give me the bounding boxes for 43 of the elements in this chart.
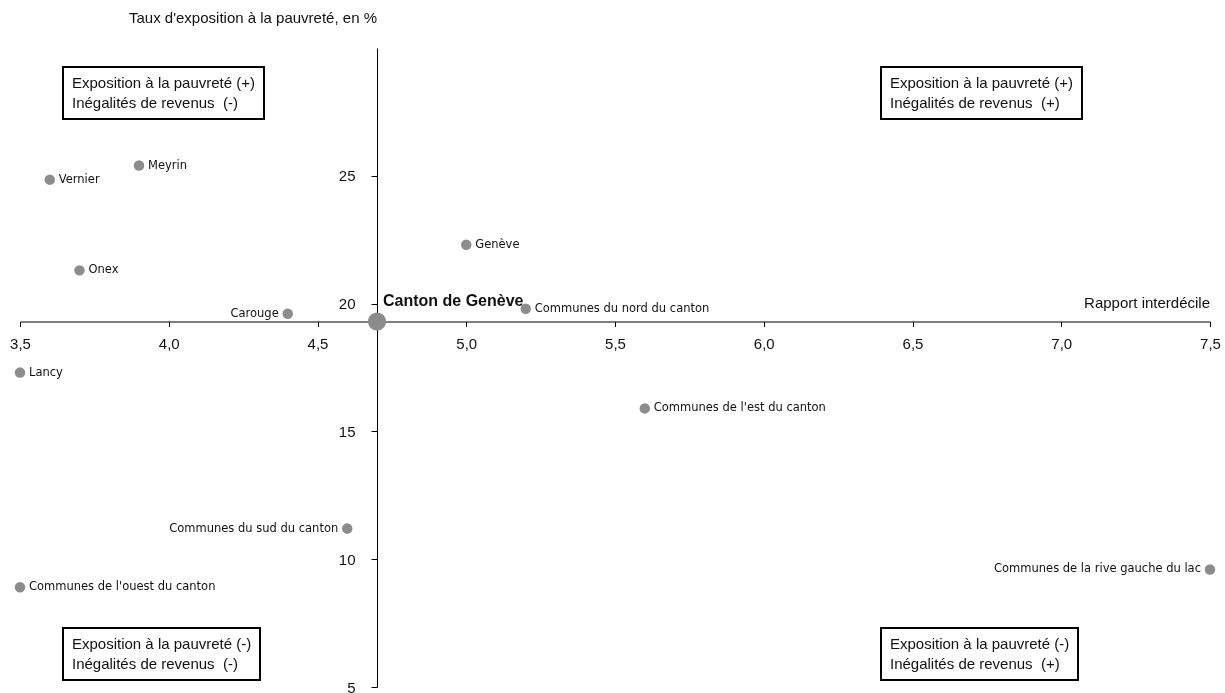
point — [44, 174, 55, 185]
y-tick-label: 15 — [338, 422, 356, 440]
x-tick-label: 7,5 — [1200, 334, 1221, 352]
x-tick-label: 5,0 — [456, 334, 478, 352]
x-tick-label: 6,0 — [753, 334, 775, 352]
x-tick-label: 4,5 — [307, 334, 329, 352]
annotation: Communes de l'est du canton — [653, 400, 826, 415]
point — [133, 160, 145, 171]
x-tick-label: 6,5 — [902, 334, 924, 352]
y-tick-label: 20 — [338, 295, 356, 313]
x-tick-label: 7,0 — [1051, 334, 1073, 352]
point — [461, 239, 472, 251]
series-label: Canton de Genève — [383, 292, 524, 310]
point — [367, 312, 387, 331]
quadrant-box: Exposition à la pauvreté (-) Inégalités de revenus (-) — [62, 627, 262, 681]
y-axis-title: Taux d'exposition à la pauvreté, en % — [128, 9, 377, 26]
point — [342, 523, 353, 534]
annotation: Carouge — [230, 305, 279, 320]
annotation: Communes du nord du canton — [534, 300, 710, 315]
x-tick-label: 4,0 — [158, 334, 180, 352]
quadrant-box: Exposition à la pauvreté (+) Inégalités de revenus (+) — [880, 66, 1084, 120]
annotation: Communes de la rive gauche du lac — [994, 561, 1201, 576]
point — [14, 582, 26, 593]
quadrant-box: Exposition à la pauvreté (-) Inégalités de revenus (+) — [880, 627, 1080, 681]
point — [282, 308, 293, 320]
annotation: Communes du sud du canton — [169, 520, 339, 535]
annotation: Genève — [475, 236, 520, 251]
quadrant-box: Exposition à la pauvreté (+) Inégalités de revenus (-) — [62, 66, 266, 120]
x-axis-title: Rapport interdécile — [1084, 294, 1210, 312]
x-tick-label: 3,5 — [10, 334, 31, 352]
point — [1204, 564, 1216, 575]
point — [74, 265, 85, 276]
annotation: Vernier — [58, 171, 100, 186]
annotation: Communes de l'ouest du canton — [29, 579, 216, 594]
y-tick-label: 25 — [338, 167, 356, 185]
annotation: Meyrin — [148, 157, 188, 172]
point — [639, 403, 650, 414]
annotation: Lancy — [29, 364, 64, 379]
y-tick-label: 10 — [338, 550, 356, 568]
x-tick-label: 5,5 — [605, 334, 626, 352]
y-tick-label: 5 — [347, 678, 356, 693]
annotation: Onex — [88, 262, 119, 277]
point — [14, 367, 26, 378]
